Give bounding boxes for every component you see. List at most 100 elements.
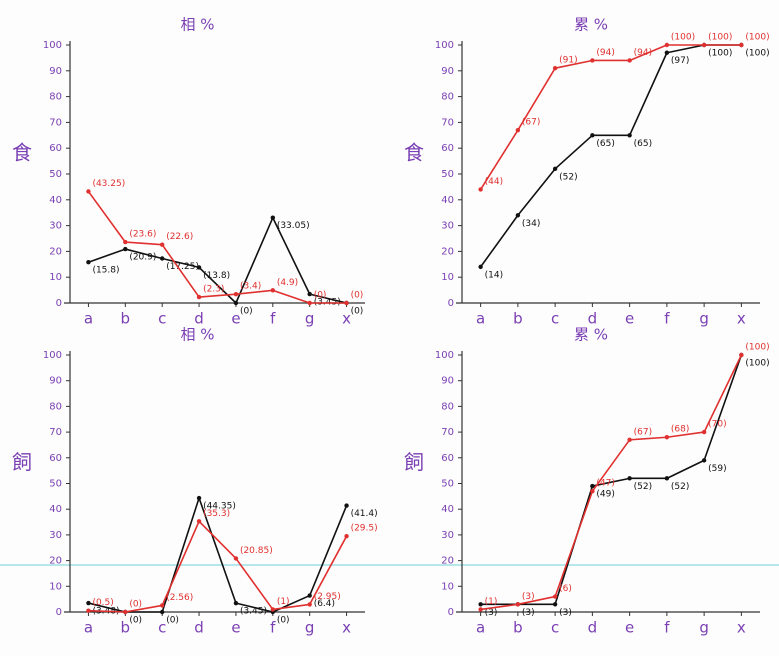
data-label: (52) (671, 482, 689, 492)
y-axis-label: 食 (12, 141, 32, 165)
x-tick-label: c (158, 619, 166, 637)
y-tick-label: 20 (441, 556, 454, 567)
y-tick-label: 80 (49, 92, 62, 103)
x-tick-label: g (699, 310, 709, 328)
data-point (515, 602, 521, 607)
data-point (515, 213, 521, 218)
y-tick-label: 100 (435, 350, 454, 361)
data-label: (6) (559, 584, 572, 594)
data-label: (65) (596, 139, 614, 149)
x-tick-label: a (84, 310, 93, 328)
data-point (478, 607, 483, 612)
data-label: (94) (634, 48, 652, 58)
data-label: (3.45) (240, 607, 267, 617)
x-tick-label: f (270, 310, 276, 328)
data-label: (100) (745, 343, 769, 353)
data-label: (20.9) (129, 253, 156, 263)
y-tick-label: 50 (441, 169, 454, 180)
data-label: (2.3) (203, 285, 224, 295)
y-tick-label: 20 (441, 246, 454, 257)
data-point (123, 246, 128, 252)
x-tick-label: a (476, 310, 485, 328)
y-tick-label: 10 (49, 272, 62, 283)
data-label: (91) (559, 56, 577, 66)
data-point (270, 288, 276, 293)
y-tick-label: 10 (441, 272, 454, 283)
y-tick-label: 40 (441, 195, 454, 206)
data-point (627, 437, 632, 443)
x-tick-label: b (121, 619, 131, 637)
y-tick-label: 40 (49, 504, 62, 515)
x-tick-label: f (664, 619, 670, 637)
data-point (701, 42, 707, 48)
data-point (123, 609, 128, 615)
y-tick-label: 100 (43, 40, 62, 51)
data-point (86, 260, 91, 265)
series-line (88, 497, 348, 613)
data-label: (52) (559, 172, 577, 182)
data-point (307, 593, 312, 598)
x-tick-label: a (84, 619, 93, 637)
x-tick-label: f (270, 619, 276, 637)
data-label: (52) (634, 482, 652, 492)
data-point (123, 239, 128, 245)
data-point (552, 594, 558, 599)
data-label: (2.95) (314, 592, 341, 602)
y-tick-label: 30 (49, 530, 62, 541)
series-line (88, 520, 348, 613)
x-tick-label: g (305, 310, 315, 328)
series-line (87, 190, 347, 304)
y-tick-label: 30 (441, 221, 454, 232)
data-label: (17.25) (166, 262, 199, 272)
series-line (480, 354, 743, 606)
x-tick-label: x (342, 310, 351, 328)
data-point (590, 58, 595, 63)
y-tick-label: 10 (49, 581, 62, 592)
data-label: (65) (634, 139, 652, 149)
y-tick-label: 40 (49, 195, 62, 206)
data-label: (0.5) (92, 598, 113, 608)
data-label: (100) (708, 33, 732, 43)
x-tick-label: a (476, 619, 485, 637)
data-point (552, 602, 558, 607)
y-tick-label: 100 (43, 350, 62, 361)
data-label: (4.9) (277, 278, 298, 288)
data-label: (23.6) (129, 230, 156, 240)
data-point (344, 533, 349, 539)
series-line (479, 44, 742, 190)
data-label: (35.3) (203, 509, 230, 519)
x-tick-label: e (625, 310, 634, 328)
y-tick-label: 0 (448, 298, 454, 309)
data-point (159, 256, 165, 261)
data-point (552, 66, 558, 71)
data-label: (100) (671, 33, 695, 43)
data-label: (22.6) (166, 232, 193, 242)
y-tick-label: 50 (441, 479, 454, 490)
series-line (479, 44, 742, 268)
chart-title: 相 % (180, 16, 214, 34)
y-tick-label: 90 (49, 66, 62, 77)
y-tick-label: 50 (49, 479, 62, 490)
data-label: (0) (277, 616, 290, 626)
data-label: (3) (485, 608, 498, 618)
data-label: (100) (745, 359, 769, 369)
x-tick-label: x (737, 619, 746, 637)
y-axis-label: 飼 (12, 450, 32, 474)
x-tick-label: f (664, 310, 670, 328)
y-tick-label: 40 (441, 504, 454, 515)
data-label: (67) (522, 118, 540, 128)
data-point (233, 300, 239, 306)
x-tick-label: d (194, 310, 204, 328)
data-label: (70) (708, 420, 726, 430)
y-tick-label: 30 (441, 530, 454, 541)
data-point (627, 133, 632, 138)
data-point (627, 58, 632, 63)
x-tick-label: b (513, 619, 523, 637)
data-label: (13.8) (203, 271, 230, 281)
data-label: (3) (522, 592, 535, 602)
data-label: (44.35) (203, 502, 236, 512)
data-label: (100) (745, 33, 769, 43)
data-point (664, 42, 670, 48)
